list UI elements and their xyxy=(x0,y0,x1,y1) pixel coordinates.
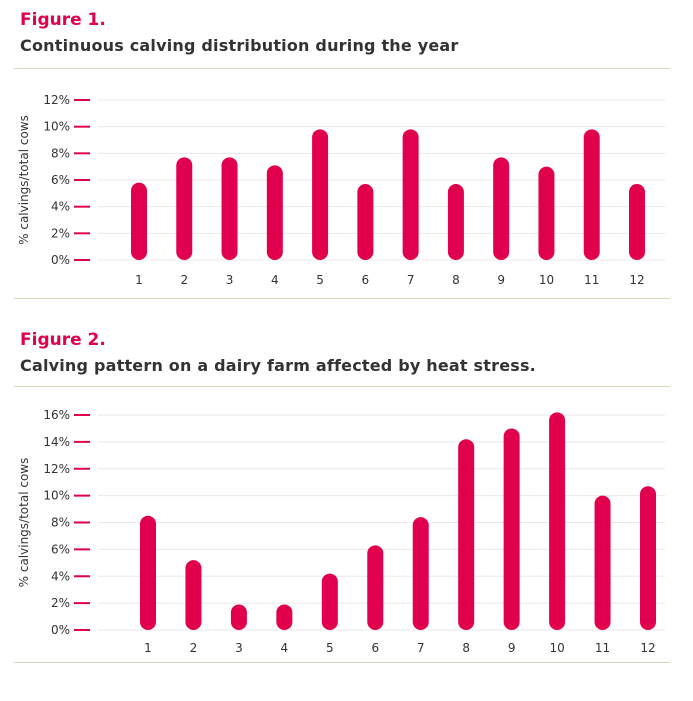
bar xyxy=(503,428,520,630)
bar xyxy=(402,129,419,260)
figure-2-bottom-rule xyxy=(14,662,670,663)
bar xyxy=(549,412,566,630)
y-tick-label: 2% xyxy=(51,226,70,240)
y-tick-label: 0% xyxy=(51,623,70,637)
x-tick-label: 5 xyxy=(326,641,334,655)
x-tick-label: 1 xyxy=(135,273,143,287)
x-tick-label: 4 xyxy=(281,641,289,655)
figure-2-label: Figure 2. xyxy=(20,330,106,350)
x-tick-label: 12 xyxy=(629,273,644,287)
bar xyxy=(357,184,374,260)
y-axis-title: % calvings/total cows xyxy=(17,458,31,588)
bar xyxy=(412,517,429,630)
y-tick-label: 2% xyxy=(51,596,70,610)
y-tick-label: 8% xyxy=(51,146,70,160)
x-tick-label: 3 xyxy=(226,273,234,287)
y-tick-label: 12% xyxy=(43,93,70,107)
x-tick-label: 1 xyxy=(144,641,152,655)
x-tick-label: 3 xyxy=(235,641,243,655)
y-tick-label: 14% xyxy=(43,435,70,449)
bar xyxy=(458,439,475,630)
bar xyxy=(447,184,464,260)
bar xyxy=(221,157,238,260)
x-tick-label: 9 xyxy=(497,273,505,287)
x-tick-label: 8 xyxy=(462,641,470,655)
bar xyxy=(321,573,338,630)
x-tick-label: 5 xyxy=(316,273,324,287)
x-tick-label: 2 xyxy=(180,273,188,287)
bar xyxy=(367,545,384,630)
y-tick-label: 0% xyxy=(51,253,70,267)
bar xyxy=(131,182,147,260)
bar xyxy=(629,184,645,260)
bar xyxy=(594,495,611,630)
x-tick-label: 8 xyxy=(452,273,460,287)
x-tick-label: 7 xyxy=(407,273,415,287)
x-tick-label: 2 xyxy=(190,641,198,655)
figure-1-label: Figure 1. xyxy=(20,10,106,30)
y-tick-label: 12% xyxy=(43,462,70,476)
figure-2-title: Calving pattern on a dairy farm affected… xyxy=(20,356,536,375)
y-tick-label: 4% xyxy=(51,200,70,214)
bar xyxy=(176,157,193,260)
x-tick-label: 12 xyxy=(640,641,655,655)
y-tick-label: 6% xyxy=(51,542,70,556)
x-tick-label: 11 xyxy=(584,273,599,287)
x-tick-label: 7 xyxy=(417,641,425,655)
bar xyxy=(493,157,510,260)
y-tick-label: 10% xyxy=(43,489,70,503)
bar xyxy=(312,129,329,260)
x-tick-label: 9 xyxy=(508,641,516,655)
y-axis-title: % calvings/total cows xyxy=(17,115,31,245)
bar xyxy=(276,604,293,630)
x-tick-label: 6 xyxy=(362,273,370,287)
bar xyxy=(230,604,247,630)
bar xyxy=(266,165,283,260)
x-tick-label: 11 xyxy=(595,641,610,655)
x-tick-label: 10 xyxy=(549,641,564,655)
bar xyxy=(140,515,156,630)
x-tick-label: 10 xyxy=(539,273,554,287)
y-tick-label: 8% xyxy=(51,516,70,530)
bar xyxy=(640,486,656,630)
y-tick-label: 10% xyxy=(43,120,70,134)
figure-1-top-rule xyxy=(14,68,670,69)
bar xyxy=(583,129,600,260)
y-tick-label: 6% xyxy=(51,173,70,187)
bar xyxy=(185,560,202,630)
y-tick-label: 16% xyxy=(43,408,70,422)
figure-2-top-rule xyxy=(14,386,670,387)
figure-1-bottom-rule xyxy=(14,298,670,299)
x-tick-label: 6 xyxy=(371,641,379,655)
y-tick-label: 4% xyxy=(51,569,70,583)
figure-1-title: Continuous calving distribution during t… xyxy=(20,36,459,55)
x-tick-label: 4 xyxy=(271,273,279,287)
figure-2-chart: 0% 2% 4% 6% 8% 10% 12% 14% 16% % calvings/total c… xyxy=(17,408,665,655)
bar xyxy=(538,166,555,260)
